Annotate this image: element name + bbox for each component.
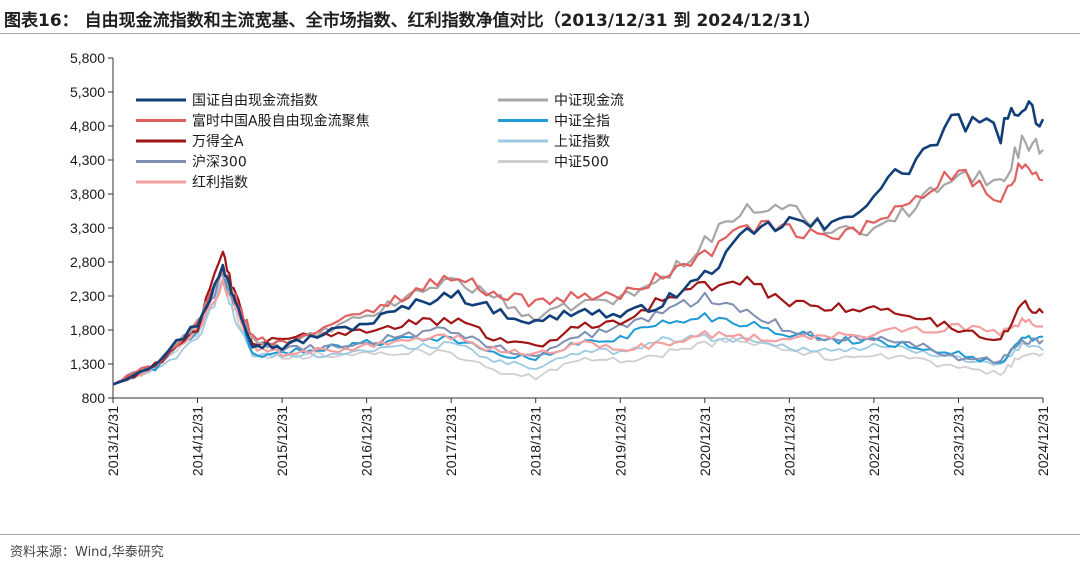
- series-line-0: [112, 100, 1045, 386]
- x-tick-label: 2018/12/31: [528, 406, 544, 476]
- y-tick-label: 3,300: [70, 220, 105, 236]
- footer-divider: [0, 534, 1080, 535]
- x-tick-label: 2013/12/31: [105, 406, 121, 476]
- y-tick-label: 800: [82, 390, 106, 406]
- chart-title: 图表16： 自由现金流指数和主流宽基、全市场指数、红利指数净值对比（2013/1…: [4, 11, 821, 31]
- legend-label-3: 中证全指: [554, 113, 610, 130]
- legend-label-7: 中证500: [554, 155, 609, 171]
- x-tick-label: 2020/12/31: [697, 406, 713, 476]
- series-line-8: [112, 278, 1044, 386]
- legend-label-2: 富时中国A股自由现金流聚焦: [192, 113, 370, 130]
- source-note: 资料来源：Wind,华泰研究: [10, 545, 164, 560]
- x-tick-label: 2016/12/31: [359, 406, 375, 476]
- series-line-7: [112, 265, 1044, 386]
- y-tick-label: 4,800: [70, 118, 105, 134]
- x-tick-label: 2021/12/31: [781, 406, 797, 476]
- title-divider: [0, 33, 1080, 34]
- legend-label-8: 红利指数: [192, 175, 248, 191]
- x-tick-label: 2019/12/31: [612, 406, 628, 476]
- legend-label-1: 中证现金流: [554, 93, 624, 109]
- series-line-4: [112, 250, 1044, 386]
- y-tick-label: 2,800: [70, 254, 105, 270]
- x-tick-label: 2015/12/31: [274, 406, 290, 476]
- x-tick-label: 2023/12/31: [950, 406, 966, 476]
- y-tick-label: 3,800: [70, 186, 105, 202]
- y-tick-label: 4,300: [70, 152, 105, 168]
- legend-label-5: 上证指数: [554, 134, 610, 150]
- x-tick-label: 2017/12/31: [443, 406, 459, 476]
- y-tick-label: 5,800: [70, 50, 105, 66]
- y-tick-label: 5,300: [70, 84, 105, 100]
- y-tick-label: 2,300: [70, 288, 105, 304]
- legend-label-6: 沪深300: [192, 155, 247, 171]
- plot-area: 800 1,300 1,800 2,300 2,800 3,300 3,800 4,300 4,…: [70, 50, 1051, 476]
- x-tick-label: 2024/12/31: [1035, 406, 1051, 476]
- series-line-5: [112, 278, 1044, 386]
- x-tick-label: 2022/12/31: [866, 406, 882, 476]
- y-tick-label: 1,300: [70, 356, 105, 372]
- y-tick-label: 1,800: [70, 322, 105, 338]
- x-tick-label: 2014/12/31: [190, 406, 206, 476]
- legend-label-4: 万得全A: [192, 133, 244, 150]
- legend-label-0: 国证自由现金流指数: [192, 93, 318, 109]
- series-group: [112, 100, 1045, 386]
